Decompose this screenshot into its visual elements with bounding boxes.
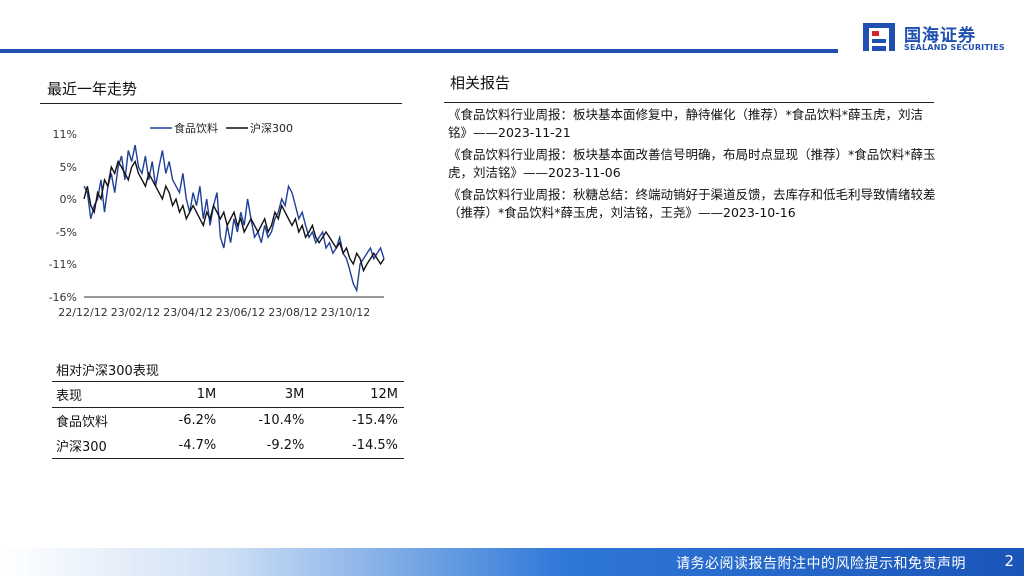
y-axis-ticks: 11% 5% 0% -5% -11% -16% (49, 128, 77, 304)
brand-name-en: SEALAND SECURITIES (904, 43, 1005, 52)
y-tick-label: 0% (60, 193, 77, 206)
report-item[interactable]: 《食品饮料行业周报：秋糖总结：终端动销好于渠道反馈，去库存和低毛利导致情绪较差（… (448, 187, 936, 220)
reports-section-rule (444, 102, 934, 103)
table-header-cell: 3M (284, 387, 305, 402)
table-cell: -9.2% (266, 438, 305, 453)
trend-section-rule (40, 103, 402, 104)
series-lines (83, 144, 385, 293)
table-cell: -6.2% (178, 413, 217, 428)
x-axis-ticks: 22/12/12 23/02/12 23/04/12 23/06/12 23/08/12… (58, 306, 370, 319)
brand-logo: 国海证券 SEALAND SECURITIES (862, 20, 1012, 56)
series-line-hs300 (83, 159, 385, 273)
table-cell: -15.4% (352, 413, 398, 428)
x-tick-label: 23/10/12 (321, 306, 370, 319)
x-tick-label: 23/02/12 (111, 306, 160, 319)
legend-label-hs300: 沪深300 (250, 121, 293, 135)
header-rule (0, 49, 838, 53)
series-line-food (83, 144, 385, 293)
y-tick-label: 11% (53, 128, 77, 141)
table-header-row: 表现 1M 3M 12M (52, 381, 404, 408)
reports-section-title: 相关报告 (450, 74, 511, 92)
x-tick-label: 23/06/12 (216, 306, 265, 319)
table-row: 食品饮料 -6.2% -10.4% -15.4% (52, 408, 404, 434)
table-cell: 食品饮料 (56, 415, 109, 430)
legend-label-food: 食品饮料 (174, 121, 218, 135)
trend-chart: 食品饮料 沪深300 11% 5% 0% -5% -11% -16% 22/12/12 23… (49, 121, 385, 319)
y-tick-label: -11% (49, 258, 77, 271)
table-header-cell: 12M (370, 387, 398, 402)
perf-table-title: 相对沪深300表现 (56, 364, 159, 379)
performance-table: 表现 1M 3M 12M 食品饮料 -6.2% -10.4% -15.4% 沪深… (52, 381, 404, 459)
table-cell: -10.4% (258, 413, 305, 428)
x-tick-label: 23/08/12 (268, 306, 317, 319)
brand-name-cn: 国海证券 (904, 26, 976, 46)
x-tick-label: 23/04/12 (163, 306, 212, 319)
sealand-logo-icon (863, 23, 895, 51)
x-tick-label: 22/12/12 (58, 306, 107, 319)
table-header-cell: 表现 (56, 389, 83, 404)
y-tick-label: 5% (60, 161, 77, 174)
table-cell: -4.7% (178, 438, 217, 453)
page-number: 2 (1004, 552, 1014, 570)
report-item[interactable]: 《食品饮料行业周报：板块基本面修复中，静待催化（推荐）*食品饮料*薛玉虎，刘洁铭… (448, 107, 924, 140)
y-tick-label: -16% (49, 291, 77, 304)
y-tick-label: -5% (56, 226, 77, 239)
table-cell: -14.5% (352, 438, 398, 453)
table-header-cell: 1M (196, 387, 217, 402)
related-reports-list: 《食品饮料行业周报：板块基本面修复中，静待催化（推荐）*食品饮料*薛玉虎，刘洁铭… (448, 106, 938, 226)
table-cell: 沪深300 (56, 440, 107, 455)
footer-bar: 请务必阅读报告附注中的风险提示和免责声明 2 (0, 548, 1024, 576)
trend-section-title: 最近一年走势 (47, 80, 138, 98)
table-row: 沪深300 -4.7% -9.2% -14.5% (52, 433, 404, 459)
footer-disclaimer: 请务必阅读报告附注中的风险提示和免责声明 (676, 556, 966, 572)
report-item[interactable]: 《食品饮料行业周报：板块基本面改善信号明确，布局时点显现（推荐）*食品饮料*薛玉… (448, 147, 936, 180)
chart-legend: 食品饮料 沪深300 (150, 121, 293, 135)
